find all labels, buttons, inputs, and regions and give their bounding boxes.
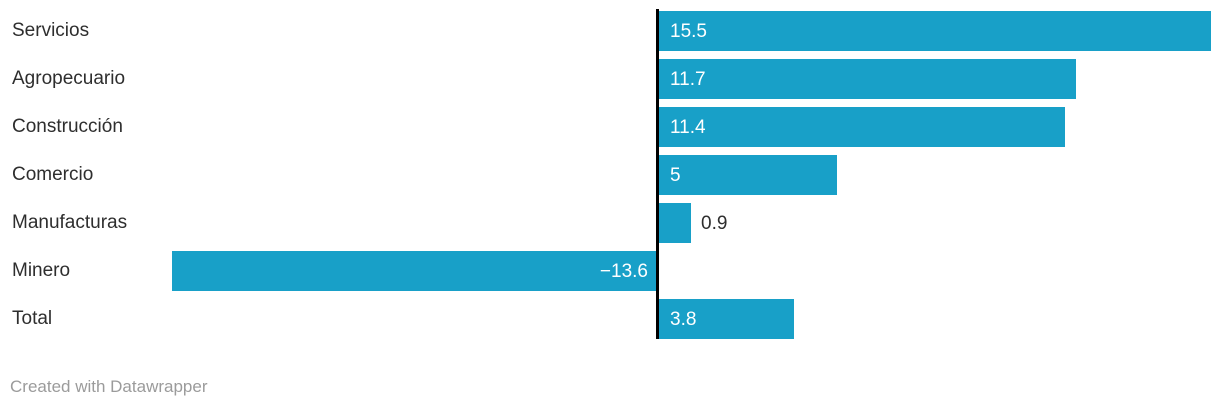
value-label: 3.8 [670, 309, 697, 330]
value-label: 15.5 [670, 21, 707, 42]
bar-row: Construcción 11.4 [0, 107, 1220, 147]
category-label: Servicios [12, 20, 90, 41]
value-label: 11.7 [670, 69, 706, 90]
category-label: Minero [12, 260, 71, 281]
bar-row: Manufacturas 0.9 [0, 203, 1220, 243]
bar-row: Comercio 5 [0, 155, 1220, 195]
value-label: 0.9 [701, 213, 728, 234]
category-label: Total [12, 308, 53, 329]
bar-row: Minero −13.6 [0, 251, 1220, 291]
bar [172, 251, 656, 291]
category-label: Comercio [12, 164, 94, 185]
category-label: Construcción [12, 116, 123, 137]
axis-baseline [656, 9, 659, 339]
datawrapper-credit-link[interactable]: Created with Datawrapper [10, 377, 208, 396]
bar [659, 299, 794, 339]
bar [659, 59, 1076, 99]
bar-row: Agropecuario 11.7 [0, 59, 1220, 99]
bar [659, 11, 1211, 51]
value-label: −13.6 [599, 261, 648, 282]
value-label: 11.4 [670, 117, 706, 138]
bar-row: Total 3.8 [0, 299, 1220, 339]
value-label: 5 [670, 165, 681, 186]
bar [659, 155, 837, 195]
bar [659, 203, 691, 243]
bar [659, 107, 1065, 147]
bar-row: Servicios 15.5 [0, 11, 1220, 51]
category-label: Agropecuario [12, 68, 126, 89]
category-label: Manufacturas [12, 212, 128, 233]
